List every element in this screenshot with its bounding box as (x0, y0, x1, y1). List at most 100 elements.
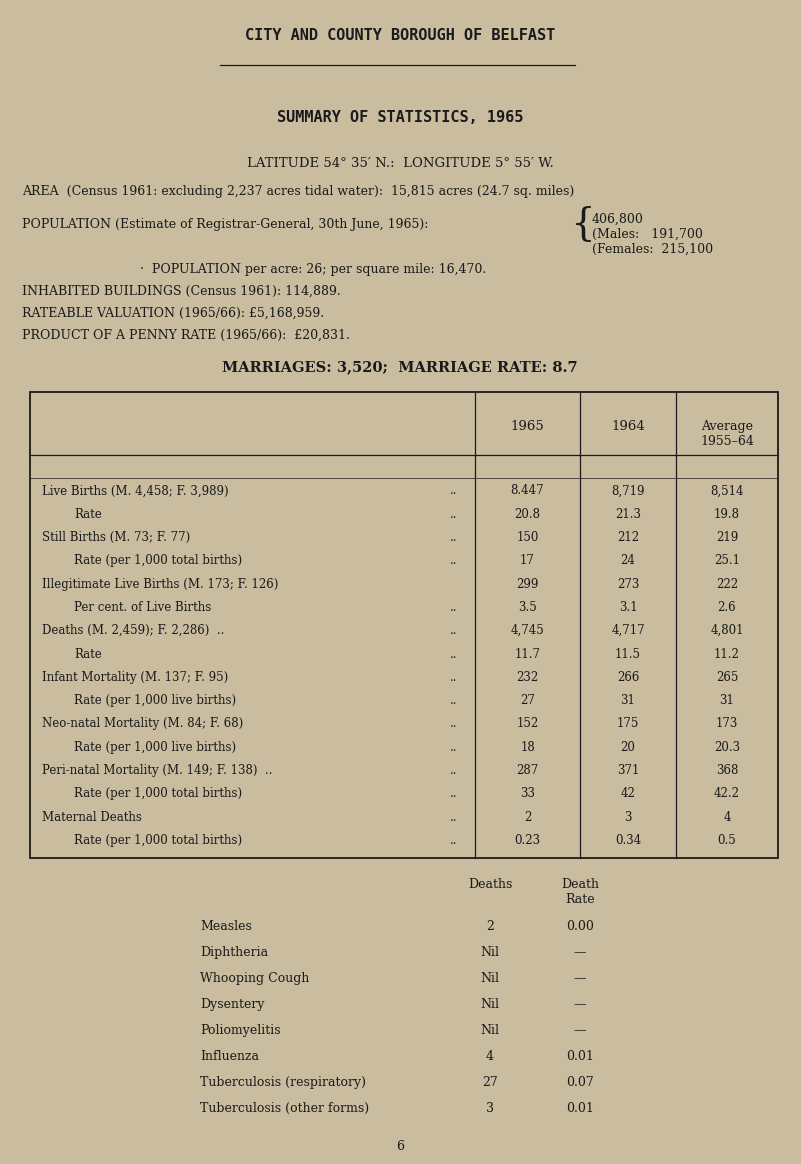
Text: 175: 175 (617, 717, 639, 731)
Text: Nil: Nil (481, 998, 500, 1012)
Text: 25.1: 25.1 (714, 554, 740, 567)
Text: 265: 265 (716, 670, 739, 683)
Text: 219: 219 (716, 531, 739, 544)
Text: Nil: Nil (481, 1024, 500, 1037)
Text: 17: 17 (520, 554, 535, 567)
Text: ..: .. (449, 694, 457, 708)
Text: 4,801: 4,801 (710, 624, 744, 637)
Text: PRODUCT OF A PENNY RATE (1965/66):  £20,831.: PRODUCT OF A PENNY RATE (1965/66): £20,8… (22, 329, 350, 342)
Text: 6: 6 (396, 1140, 404, 1154)
Text: 27: 27 (482, 1076, 498, 1090)
Text: 11.2: 11.2 (714, 647, 740, 660)
Text: 19.8: 19.8 (714, 508, 740, 520)
Text: 0.01: 0.01 (566, 1050, 594, 1063)
Text: Neo-natal Mortality (M. 84; F. 68): Neo-natal Mortality (M. 84; F. 68) (42, 717, 244, 731)
Text: 11.7: 11.7 (514, 647, 541, 660)
Text: 11.5: 11.5 (615, 647, 641, 660)
Text: (Females:  215,100: (Females: 215,100 (592, 243, 713, 256)
Text: Diphtheria: Diphtheria (200, 946, 268, 959)
Text: 150: 150 (517, 531, 539, 544)
Text: 20.3: 20.3 (714, 740, 740, 754)
Text: 1964: 1964 (611, 420, 645, 433)
Text: 4,745: 4,745 (510, 624, 545, 637)
Text: 27: 27 (520, 694, 535, 708)
Text: 20.8: 20.8 (514, 508, 541, 520)
Text: Live Births (M. 4,458; F. 3,989): Live Births (M. 4,458; F. 3,989) (42, 484, 228, 497)
Text: Rate (per 1,000 live births): Rate (per 1,000 live births) (74, 740, 236, 754)
Text: 3.1: 3.1 (618, 601, 638, 613)
Bar (30, 392, 778, 858)
Text: 173: 173 (716, 717, 739, 731)
Text: 0.34: 0.34 (615, 835, 641, 847)
Text: 273: 273 (617, 577, 639, 590)
Text: Maternal Deaths: Maternal Deaths (42, 810, 142, 824)
Text: Deaths: Deaths (468, 878, 512, 890)
Text: Rate (per 1,000 total births): Rate (per 1,000 total births) (74, 554, 242, 567)
Text: SUMMARY OF STATISTICS, 1965: SUMMARY OF STATISTICS, 1965 (277, 111, 523, 125)
Text: ..: .. (449, 764, 457, 778)
Text: ..: .. (449, 508, 457, 520)
Text: ..: .. (449, 787, 457, 801)
Text: ..: .. (449, 484, 457, 497)
Text: CITY AND COUNTY BOROUGH OF BELFAST: CITY AND COUNTY BOROUGH OF BELFAST (245, 28, 555, 43)
Text: 266: 266 (617, 670, 639, 683)
Text: ..: .. (449, 740, 457, 754)
Text: 4: 4 (723, 810, 731, 824)
Text: 0.07: 0.07 (566, 1076, 594, 1090)
Text: 2: 2 (524, 810, 531, 824)
Text: 31: 31 (719, 694, 735, 708)
Text: RATEABLE VALUATION (1965/66): £5,168,959.: RATEABLE VALUATION (1965/66): £5,168,959… (22, 307, 324, 320)
Text: ..: .. (449, 810, 457, 824)
Text: —: — (574, 998, 586, 1012)
Text: ..: .. (449, 670, 457, 683)
Text: 0.00: 0.00 (566, 920, 594, 934)
Text: 368: 368 (716, 764, 739, 778)
Text: 287: 287 (517, 764, 538, 778)
Text: Peri-natal Mortality (M. 149; F. 138)  ..: Peri-natal Mortality (M. 149; F. 138) .. (42, 764, 272, 778)
Text: 212: 212 (617, 531, 639, 544)
Text: 371: 371 (617, 764, 639, 778)
Text: ..: .. (449, 554, 457, 567)
Text: 1965: 1965 (510, 420, 545, 433)
Text: ..: .. (449, 624, 457, 637)
Text: AREA  (Census 1961: excluding 2,237 acres tidal water):  15,815 acres (24.7 sq. : AREA (Census 1961: excluding 2,237 acres… (22, 185, 574, 198)
Text: —: — (574, 946, 586, 959)
Text: 21.3: 21.3 (615, 508, 641, 520)
Text: 18: 18 (520, 740, 535, 754)
Text: Rate (per 1,000 total births): Rate (per 1,000 total births) (74, 835, 242, 847)
Text: POPULATION (Estimate of Registrar-General, 30th June, 1965):: POPULATION (Estimate of Registrar-Genera… (22, 218, 429, 230)
Text: Deaths (M. 2,459); F. 2,286)  ..: Deaths (M. 2,459); F. 2,286) .. (42, 624, 224, 637)
Text: INHABITED BUILDINGS (Census 1961): 114,889.: INHABITED BUILDINGS (Census 1961): 114,8… (22, 285, 340, 298)
Text: —: — (574, 1024, 586, 1037)
Text: 8,514: 8,514 (710, 484, 744, 497)
Text: 222: 222 (716, 577, 738, 590)
Text: {: { (570, 206, 595, 243)
Text: Tuberculosis (other forms): Tuberculosis (other forms) (200, 1102, 369, 1115)
Text: Influenza: Influenza (200, 1050, 259, 1063)
Text: Average
1955–64: Average 1955–64 (700, 420, 754, 448)
Text: Rate: Rate (74, 647, 102, 660)
Text: 31: 31 (621, 694, 635, 708)
Text: ·  POPULATION per acre: 26; per square mile: 16,470.: · POPULATION per acre: 26; per square mi… (140, 263, 486, 276)
Text: Measles: Measles (200, 920, 252, 934)
Text: 406,800: 406,800 (592, 213, 644, 226)
Text: 232: 232 (517, 670, 538, 683)
Text: 42.2: 42.2 (714, 787, 740, 801)
Text: Per cent. of Live Births: Per cent. of Live Births (74, 601, 211, 613)
Text: Rate: Rate (74, 508, 102, 520)
Text: 3: 3 (486, 1102, 494, 1115)
Text: Rate (per 1,000 total births): Rate (per 1,000 total births) (74, 787, 242, 801)
Text: 20: 20 (621, 740, 635, 754)
Text: 152: 152 (517, 717, 538, 731)
Text: Infant Mortality (M. 137; F. 95): Infant Mortality (M. 137; F. 95) (42, 670, 228, 683)
Text: Nil: Nil (481, 972, 500, 985)
Text: ..: .. (449, 717, 457, 731)
Text: Dysentery: Dysentery (200, 998, 264, 1012)
Text: Nil: Nil (481, 946, 500, 959)
Text: 8,719: 8,719 (611, 484, 645, 497)
Text: Still Births (M. 73; F. 77): Still Births (M. 73; F. 77) (42, 531, 191, 544)
Text: 0.5: 0.5 (718, 835, 736, 847)
Text: 299: 299 (517, 577, 539, 590)
Text: 4: 4 (486, 1050, 494, 1063)
Text: Illegitimate Live Births (M. 173; F. 126): Illegitimate Live Births (M. 173; F. 126… (42, 577, 279, 590)
